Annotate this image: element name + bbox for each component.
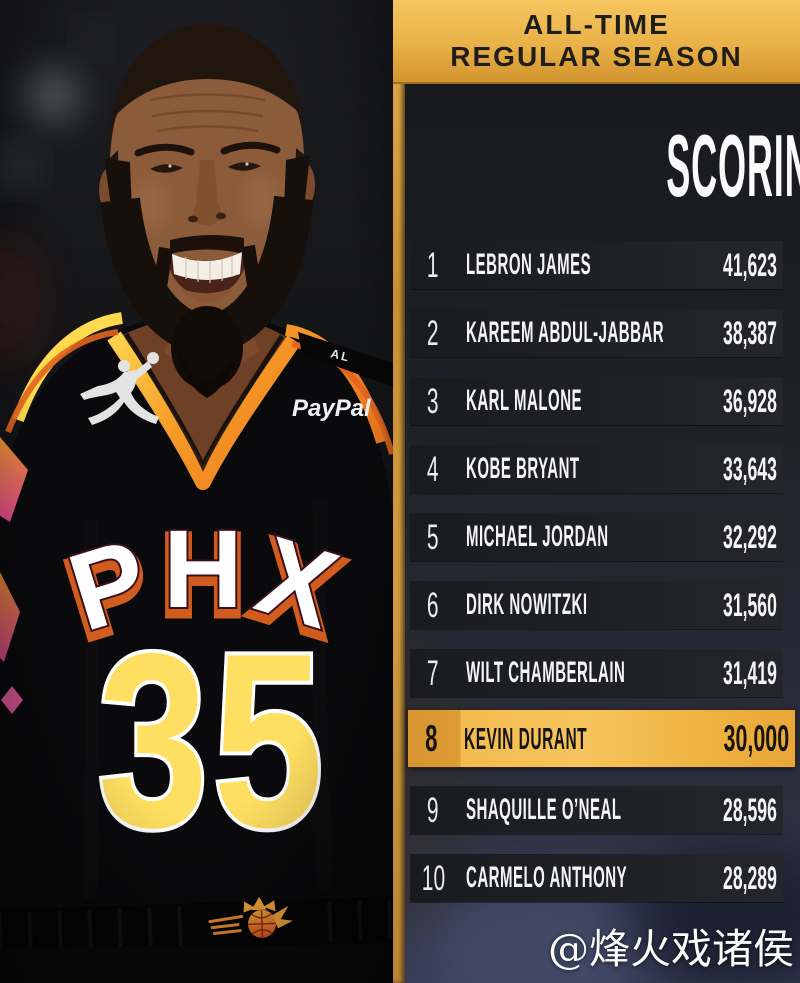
banner-line-1: ALL-TIME [523,9,670,40]
leader-row-highlighted: 8 KEVIN DURANT 30,000 [408,710,795,767]
page-title-text: SCORING LEADERS [666,116,800,215]
leader-points: 32,292 [723,519,777,555]
player-illustration: AL PayPal PHX PHX 35 [0,0,396,983]
leader-rank: 2 [427,313,439,353]
leader-rank: 10 [421,858,445,898]
leader-points: 31,560 [723,587,777,623]
leader-row: 5 MICHAEL JORDAN 32,292 [410,513,783,561]
leader-name: KOBE BRYANT [466,454,580,484]
leader-rank: 1 [427,245,439,285]
leader-points: 31,419 [723,655,777,691]
leader-rank: 3 [427,381,439,421]
leader-rank: 6 [427,585,439,625]
leader-points: 41,623 [723,247,777,283]
leader-points: 30,000 [723,718,789,759]
leader-points: 36,928 [723,383,777,419]
leader-name: KEVIN DURANT [464,723,588,754]
leader-name: DIRK NOWITZKI [466,590,588,620]
leader-row: 1 LEBRON JAMES 41,623 [410,241,783,289]
watermark: @烽火戏诸侯 [548,925,794,973]
leader-name: WILT CHAMBERLAIN [466,658,626,688]
leader-points: 38,387 [723,315,777,351]
leader-row: 3 KARL MALONE 36,928 [410,377,783,425]
gold-divider [393,0,405,983]
leader-row: 6 DIRK NOWITZKI 31,560 [410,581,783,629]
leader-points: 33,643 [723,451,777,487]
leader-points: 28,289 [723,860,777,896]
leader-name: SHAQUILLE O’NEAL [466,795,622,825]
leader-rank: 9 [427,790,439,830]
leader-row: 9 SHAQUILLE O’NEAL 28,596 [410,786,783,834]
leader-name: CARMELO ANTHONY [466,863,628,893]
leader-rank: 5 [427,517,439,557]
vignette [0,0,396,983]
leaderboard-panel: ALL-TIME REGULAR SEASON SCORING LEADERS … [393,0,800,983]
leader-rank: 4 [427,449,439,489]
leader-rank: 8 [424,718,438,759]
leader-name: KARL MALONE [466,386,583,416]
leader-rank: 7 [427,653,439,693]
player-photo: AL PayPal PHX PHX 35 [0,0,396,983]
leader-row: 10 CARMELO ANTHONY 28,289 [410,854,783,902]
leader-row: 2 KAREEM ABDUL-JABBAR 38,387 [410,309,783,357]
leader-row: 7 WILT CHAMBERLAIN 31,419 [410,649,783,697]
leader-name: MICHAEL JORDAN [466,522,609,552]
leader-name: LEBRON JAMES [466,250,592,280]
leaders-list: 1 LEBRON JAMES 41,623 2 KAREEM ABDUL-JAB… [408,241,795,922]
banner: ALL-TIME REGULAR SEASON [393,0,800,84]
banner-line-2: REGULAR SEASON [450,41,743,72]
leader-name: KAREEM ABDUL-JABBAR [466,318,665,348]
leader-points: 28,596 [723,792,777,828]
leader-row: 4 KOBE BRYANT 33,643 [410,445,783,493]
page-title: SCORING LEADERS [405,118,800,214]
